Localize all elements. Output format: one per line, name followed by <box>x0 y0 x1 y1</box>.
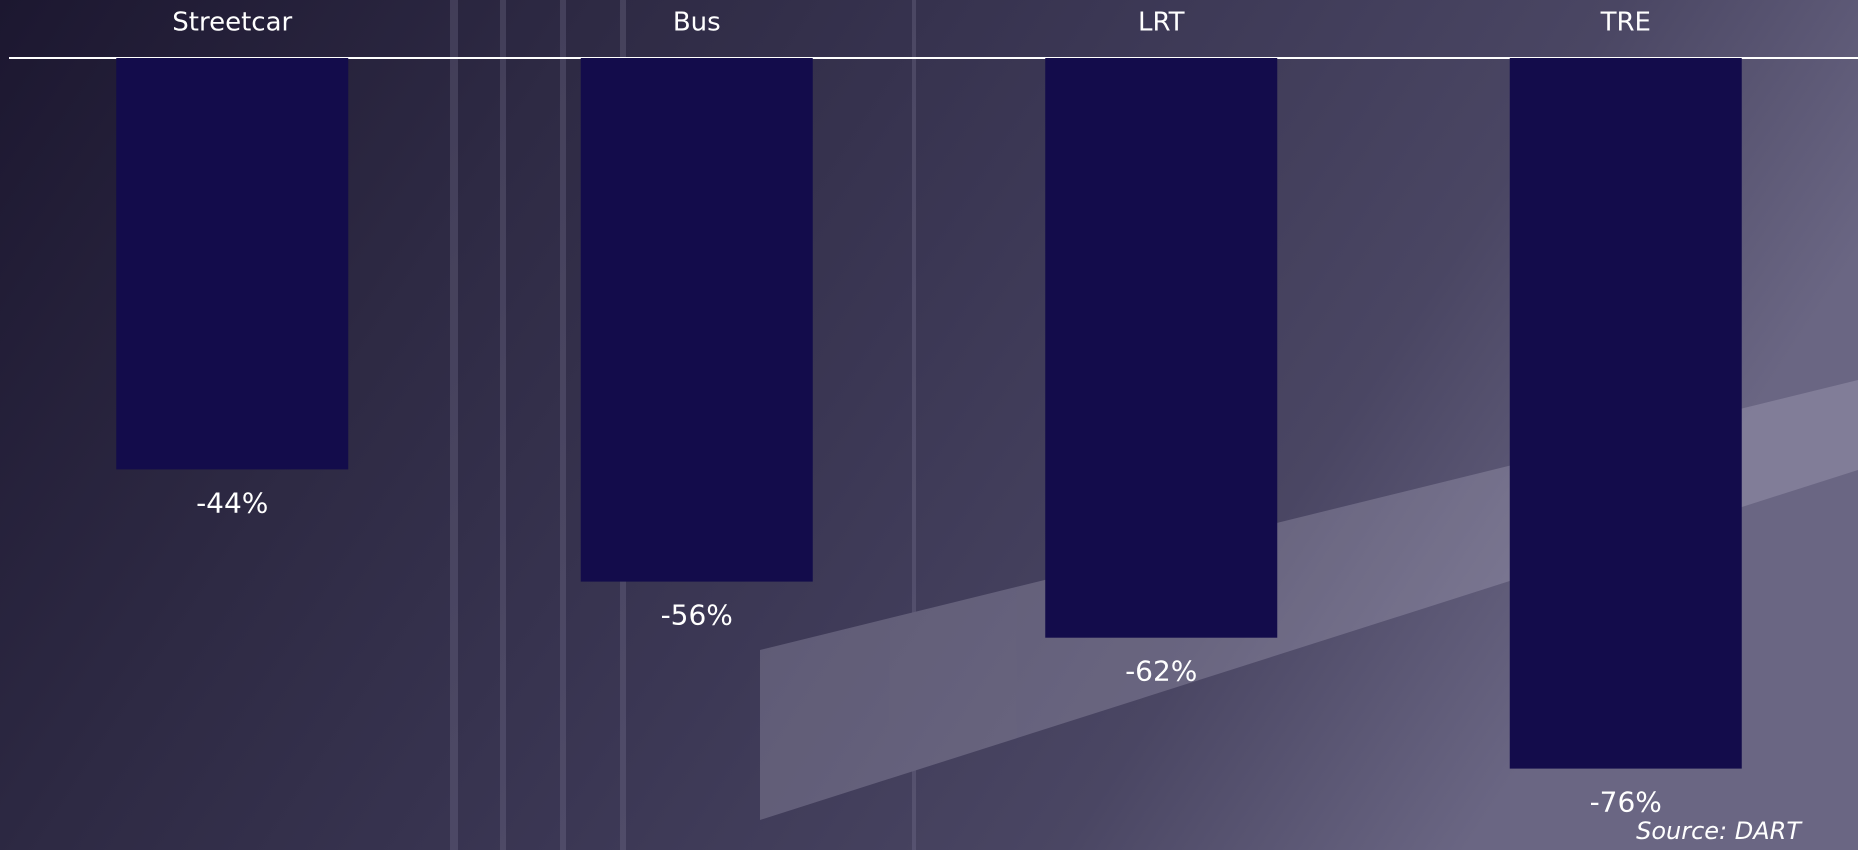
category-label: LRT <box>1138 8 1185 38</box>
value-label: -56% <box>661 599 733 632</box>
value-label: -62% <box>1125 655 1197 688</box>
bar <box>1509 58 1742 769</box>
source: Source: DART <box>1636 817 1803 845</box>
bar <box>580 58 813 582</box>
value-label: -44% <box>196 486 268 519</box>
value-label: -76% <box>1590 786 1662 819</box>
bar <box>116 58 349 470</box>
category-label: Bus <box>673 8 721 38</box>
bar <box>1045 58 1278 638</box>
category-label: Streetcar <box>172 8 292 38</box>
category-label: TRE <box>1600 8 1651 38</box>
